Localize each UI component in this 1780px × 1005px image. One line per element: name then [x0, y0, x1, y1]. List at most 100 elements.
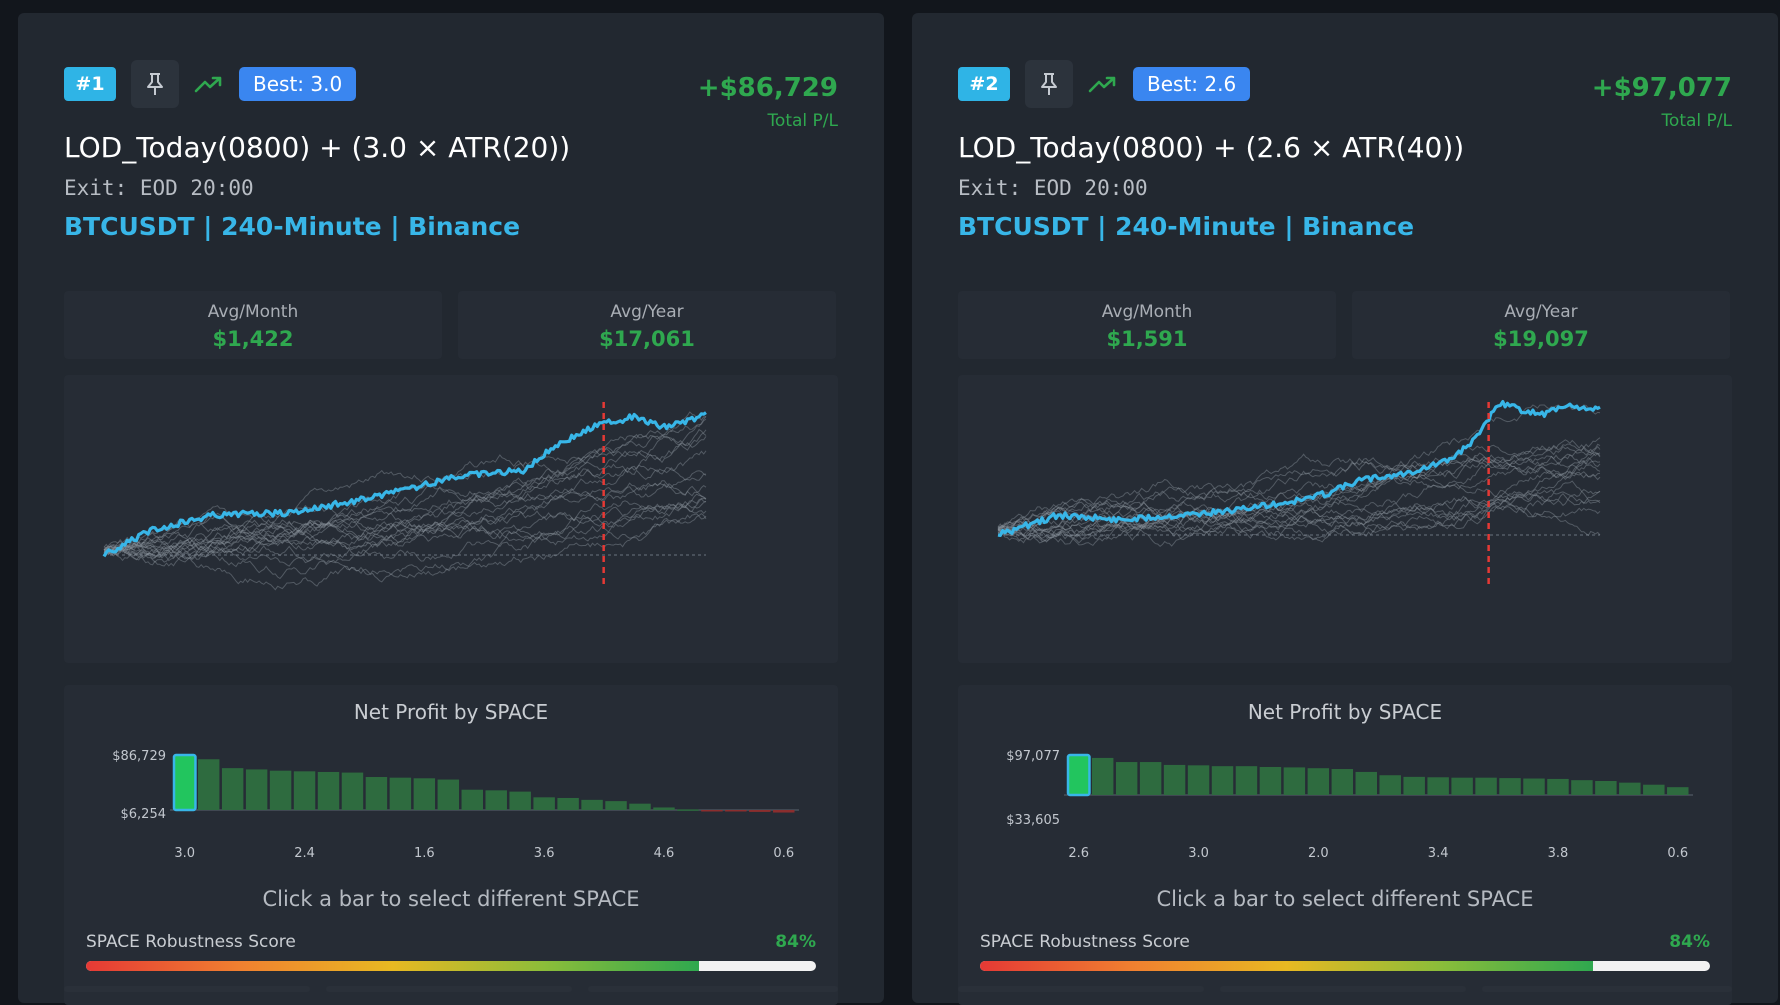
next-row-stub [958, 986, 1204, 992]
robustness-bar [86, 961, 816, 971]
space-bar[interactable] [461, 789, 483, 810]
space-bar[interactable] [293, 771, 316, 810]
space-bar[interactable] [581, 799, 603, 810]
space-bar[interactable] [1211, 766, 1234, 795]
equity-variation-line [103, 497, 707, 567]
space-bar[interactable] [773, 810, 795, 813]
next-row-stub [326, 986, 572, 992]
space-bar[interactable] [437, 779, 460, 810]
space-bar[interactable] [1379, 775, 1401, 795]
robustness-percent: 84% [1669, 932, 1710, 952]
total-pl-label: Total P/L [767, 111, 838, 131]
equity-variation-line [997, 490, 1601, 543]
rank-badge: #2 [958, 67, 1010, 101]
space-bar[interactable] [1547, 778, 1569, 795]
space-bar[interactable] [629, 803, 651, 810]
avg-year-label: Avg/Year [1504, 302, 1578, 322]
space-bar[interactable] [1667, 787, 1689, 795]
space-click-hint: Click a bar to select different SPACE [262, 887, 640, 911]
next-row-stub [1482, 986, 1732, 992]
space-bar-selected[interactable] [1066, 753, 1091, 797]
space-bar[interactable] [1427, 777, 1449, 795]
space-bar[interactable] [701, 810, 723, 812]
strategy-card-2[interactable]: #2 Best: 2.6 +$97,077 Total P/L LOD_Toda… [912, 13, 1778, 1005]
space-bar[interactable] [413, 778, 436, 810]
space-bar[interactable] [1235, 766, 1258, 795]
avg-year-value: $17,061 [599, 327, 695, 351]
space-bar[interactable] [749, 810, 771, 812]
space-bar[interactable] [677, 809, 699, 811]
space-bar[interactable] [1283, 767, 1306, 795]
space-bar[interactable] [1595, 780, 1617, 795]
space-bar[interactable] [1451, 777, 1473, 795]
space-bar[interactable] [1643, 784, 1665, 795]
space-tick-label: 3.0 [174, 846, 195, 861]
space-tick-label: 3.8 [1548, 846, 1569, 861]
space-bar[interactable] [317, 771, 340, 810]
space-bar-chart[interactable]: $86,729 $6,254 3.0 2.4 1.6 3.6 4.6 0.6 [64, 745, 838, 880]
space-bar[interactable] [1187, 765, 1210, 795]
space-bar[interactable] [245, 769, 268, 810]
equity-variation-line [997, 491, 1601, 544]
space-bar[interactable] [533, 797, 555, 810]
equity-curve-svg [997, 400, 1601, 587]
space-bar[interactable] [1475, 777, 1497, 795]
space-max-label: $86,729 [112, 749, 166, 764]
pin-button[interactable] [1025, 60, 1073, 108]
equity-best-line [102, 411, 707, 558]
space-bar[interactable] [1403, 776, 1425, 795]
space-bar[interactable] [1571, 780, 1593, 795]
space-bar[interactable] [365, 777, 388, 810]
equity-curve-svg [102, 402, 707, 591]
robustness-fill [980, 961, 1594, 971]
space-bar[interactable] [197, 759, 220, 810]
trending-up-icon [1088, 76, 1116, 93]
market-link[interactable]: BTCUSDT | 240-Minute | Binance [64, 212, 521, 241]
space-bar[interactable] [1355, 771, 1377, 795]
space-bar[interactable] [269, 770, 292, 810]
strategy-card-1[interactable]: #1 Best: 3.0 +$86,729 Total P/L LOD_Toda… [18, 13, 884, 1005]
space-bar[interactable] [1139, 762, 1162, 795]
equity-variation-line [997, 404, 1601, 534]
pin-button[interactable] [131, 60, 179, 108]
space-bar[interactable] [1331, 769, 1354, 795]
avg-month-label: Avg/Month [207, 302, 299, 322]
equity-variation-line [103, 463, 707, 559]
space-tick-label: 3.6 [534, 846, 555, 861]
equity-variation-line [103, 500, 707, 561]
robustness-bar [980, 961, 1710, 971]
space-bar[interactable] [341, 772, 364, 810]
space-bar[interactable] [1259, 766, 1282, 795]
space-bar[interactable] [221, 768, 244, 810]
space-bar[interactable] [509, 791, 531, 810]
space-bar[interactable] [605, 801, 627, 810]
equity-variation-line [103, 435, 707, 559]
avg-month-value: $1,591 [1106, 327, 1188, 351]
space-bar[interactable] [1163, 764, 1186, 795]
space-bar[interactable] [1523, 778, 1545, 795]
space-bar[interactable] [725, 810, 747, 812]
space-bar-chart[interactable]: $97,077 $33,605 2.6 3.0 2.0 3.4 3.8 0.6 [958, 745, 1732, 880]
equity-variation-line [103, 411, 706, 562]
strategy-title: LOD_Today(0800) + (3.0 × ATR(20)) [64, 131, 571, 164]
pin-icon [147, 73, 163, 95]
equity-variation-line [997, 452, 1601, 533]
space-bar[interactable] [557, 797, 579, 810]
equity-variation-line [997, 500, 1601, 541]
avg-month-box: Avg/Month $1,591 [958, 291, 1336, 359]
space-bar[interactable] [485, 790, 507, 810]
space-tick-label: 1.6 [414, 846, 435, 861]
space-bar[interactable] [1115, 762, 1138, 795]
space-bar[interactable] [389, 777, 412, 810]
space-bar[interactable] [1091, 757, 1114, 795]
space-bar[interactable] [1499, 778, 1521, 795]
total-pl-value: +$86,729 [697, 73, 838, 103]
space-bar-selected[interactable] [172, 753, 197, 812]
market-link[interactable]: BTCUSDT | 240-Minute | Binance [958, 212, 1415, 241]
space-bar[interactable] [653, 807, 675, 810]
space-profit-panel: Net Profit by SPACE $86,729 $6,254 3.0 2.4 1… [64, 685, 838, 1005]
space-bar[interactable] [1619, 782, 1641, 795]
space-bar[interactable] [1307, 768, 1330, 795]
avg-month-label: Avg/Month [1101, 302, 1193, 322]
equity-variation-line [103, 415, 707, 552]
